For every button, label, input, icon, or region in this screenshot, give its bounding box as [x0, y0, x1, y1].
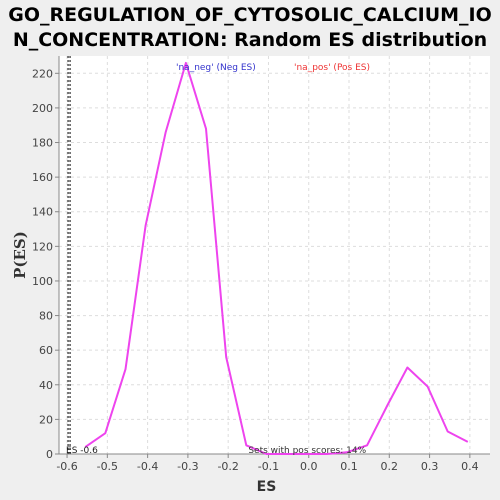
- y-tick-label: 60: [39, 344, 53, 357]
- x-tick-label: -0.6: [56, 460, 77, 473]
- y-tick-label: 120: [32, 240, 53, 253]
- y-tick-label: 100: [32, 275, 53, 288]
- y-tick-label: 140: [32, 206, 53, 219]
- x-tick-label: -0.2: [217, 460, 238, 473]
- x-tick-label: -0.3: [177, 460, 198, 473]
- es-marker-label: ES -0.6: [66, 446, 98, 456]
- gridlines: [59, 56, 490, 455]
- y-tick-label: 220: [32, 67, 53, 80]
- y-ticks: 0 20 40 60 80 100 120 140 160 180 200 220: [32, 67, 59, 461]
- y-tick-label: 160: [32, 171, 53, 184]
- x-tick-label: 0.0: [300, 460, 318, 473]
- chart-title: GO_REGULATION_OF_CYTOSOLIC_CALCIUM_IO N_…: [0, 0, 500, 53]
- legend: 'na_neg' (Neg ES) 'na_pos' (Pos ES): [176, 63, 370, 73]
- legend-item: 'na_pos' (Pos ES): [294, 63, 370, 73]
- chart-title-line-2: N_CONCENTRATION: Random ES distribution: [12, 29, 488, 51]
- x-tick-label: 0.2: [381, 460, 399, 473]
- y-tick-label: 20: [39, 413, 53, 426]
- x-tick-label: -0.5: [97, 460, 118, 473]
- chart-title-line-1: GO_REGULATION_OF_CYTOSOLIC_CALCIUM_IO: [8, 4, 492, 26]
- plot-area: [59, 56, 490, 454]
- x-tick-label: 0.4: [461, 460, 479, 473]
- y-tick-label: 200: [32, 102, 53, 115]
- y-axis-label: P(ES): [11, 231, 29, 279]
- y-tick-label: 80: [39, 310, 53, 323]
- annotation: Sets with pos scores: 14%: [248, 446, 366, 456]
- y-tick-label: 180: [32, 137, 53, 150]
- es-marker: ES -0.6: [66, 56, 98, 456]
- x-tick-label: 0.1: [340, 460, 358, 473]
- x-ticks: -0.6 -0.5 -0.4 -0.3 -0.2 -0.1 0.0 0.1 0.2 0.3 0.4: [56, 454, 479, 473]
- es-distribution-line: [84, 61, 469, 455]
- legend-item: 'na_neg' (Neg ES): [176, 63, 256, 73]
- y-tick-label: 0: [46, 448, 53, 461]
- series: [84, 61, 469, 455]
- x-tick-label: 0.3: [421, 460, 439, 473]
- x-tick-label: -0.1: [258, 460, 279, 473]
- x-axis-label: ES: [257, 479, 277, 495]
- x-tick-label: -0.4: [137, 460, 158, 473]
- y-tick-label: 40: [39, 379, 53, 392]
